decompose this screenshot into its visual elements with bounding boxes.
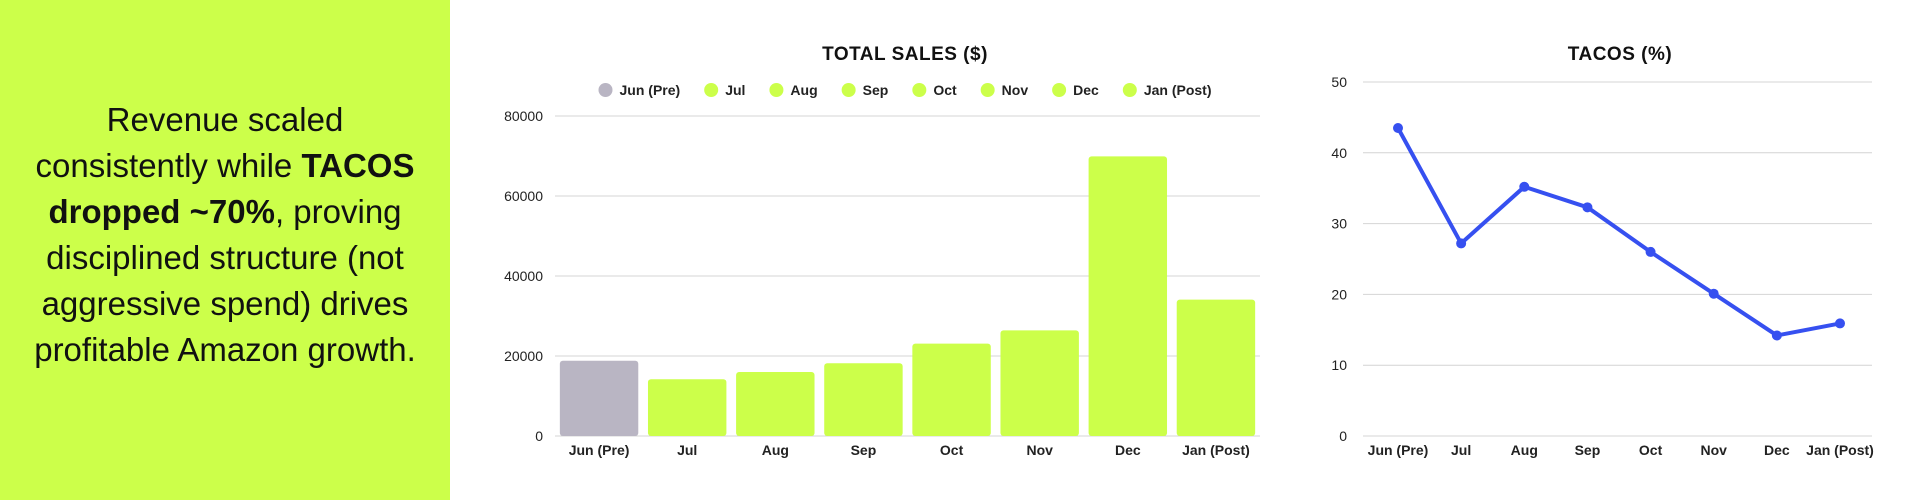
tacos-x-tick-label: Jan (Post) xyxy=(1806,442,1874,458)
sales-bar xyxy=(1000,330,1079,436)
sales-legend-label: Nov xyxy=(1002,82,1029,98)
sales-bar xyxy=(559,360,639,436)
headline-text: Revenue scaled consistently while TACOS … xyxy=(20,97,430,373)
tacos-y-axis: 0 10 20 30 40 50 xyxy=(1331,74,1347,444)
sales-legend-label: Jun (Pre) xyxy=(620,82,681,98)
sales-legend-label: Oct xyxy=(933,82,957,98)
sales-y-axis: 0 20000 40000 60000 80000 xyxy=(504,108,543,444)
sales-x-tick-label: Oct xyxy=(940,442,964,458)
sales-x-axis: Jun (Pre) Jul Aug Sep Oct Nov Dec Jan (Post) xyxy=(569,442,1250,458)
sales-legend-label: Aug xyxy=(790,82,817,98)
sales-legend-item: Sep xyxy=(841,82,889,98)
tacos-x-axis: Jun (Pre) Jul Aug Sep Oct Nov Dec Jan (Post) xyxy=(1368,442,1874,458)
sales-legend-swatch xyxy=(598,83,613,97)
tacos-x-tick-label: Dec xyxy=(1764,442,1790,458)
sales-legend-item: Jun (Pre) xyxy=(598,82,681,98)
tacos-point xyxy=(1393,123,1403,134)
headline-bold: TACOS dropped ~70% xyxy=(48,147,415,230)
sales-bar xyxy=(1088,156,1168,436)
headline-part1: Revenue scaled consistently while xyxy=(35,101,344,184)
sales-legend-swatch xyxy=(1122,83,1137,97)
sales-x-tick-label: Jul xyxy=(677,442,697,458)
sales-legend-item: Oct xyxy=(912,82,957,98)
sales-legend-label: Sep xyxy=(863,82,889,98)
sales-x-tick-label: Dec xyxy=(1115,442,1141,458)
tacos-chart: TACOS (%) 0 10 20 30 40 50 Jun (Pre) Jul Aug Sep… xyxy=(1331,44,1874,458)
sales-legend-swatch xyxy=(912,83,927,97)
sales-bar xyxy=(824,363,903,436)
tacos-line-series xyxy=(1393,123,1845,341)
sales-legend-swatch xyxy=(704,83,719,97)
summary-panel: Revenue scaled consistently while TACOS … xyxy=(0,0,450,500)
tacos-x-tick-label: Nov xyxy=(1700,442,1727,458)
sales-legend-item: Jan (Post) xyxy=(1122,82,1212,98)
tacos-x-tick-label: Jun (Pre) xyxy=(1368,442,1429,458)
sales-y-tick-label: 40000 xyxy=(504,268,543,284)
tacos-point xyxy=(1708,288,1719,299)
sales-legend-swatch xyxy=(841,83,856,97)
sales-y-tick-label: 80000 xyxy=(504,108,543,124)
sales-legend-item: Nov xyxy=(980,82,1029,98)
tacos-point xyxy=(1519,181,1530,192)
sales-bar xyxy=(647,379,727,436)
sales-x-tick-label: Sep xyxy=(851,442,877,458)
sales-y-tick-label: 0 xyxy=(535,428,543,444)
sales-x-tick-label: Jun (Pre) xyxy=(569,442,630,458)
sales-legend-label: Jul xyxy=(725,82,745,98)
total-sales-chart: TOTAL SALES ($) Jun (Pre) Jul Aug Sep Oct Nov… xyxy=(504,44,1260,458)
sales-legend-item: Dec xyxy=(1052,82,1099,98)
sales-bar xyxy=(736,372,815,436)
sales-bar xyxy=(912,343,991,436)
sales-legend-label: Dec xyxy=(1073,82,1099,98)
tacos-y-tick-label: 20 xyxy=(1331,286,1347,302)
headline-part2: , proving disciplined structure (not agg… xyxy=(34,193,416,368)
sales-x-tick-label: Jan (Post) xyxy=(1182,442,1250,458)
tacos-y-tick-label: 50 xyxy=(1331,74,1347,90)
tacos-point xyxy=(1771,330,1782,341)
sales-x-tick-label: Nov xyxy=(1026,442,1053,458)
sales-legend-swatch xyxy=(769,83,784,97)
sales-legend-swatch xyxy=(1052,83,1067,97)
tacos-y-tick-label: 40 xyxy=(1331,145,1347,161)
tacos-y-tick-label: 10 xyxy=(1331,357,1347,373)
tacos-point xyxy=(1645,246,1656,257)
sales-bars xyxy=(559,156,1256,436)
tacos-gridlines xyxy=(1363,81,1872,437)
sales-legend-swatch xyxy=(980,83,995,97)
tacos-point xyxy=(1835,318,1845,329)
sales-legend-item: Aug xyxy=(769,82,818,98)
tacos-x-tick-label: Sep xyxy=(1575,442,1601,458)
tacos-chart-title: TACOS (%) xyxy=(1568,44,1672,65)
sales-y-tick-label: 20000 xyxy=(504,348,543,364)
tacos-y-tick-label: 30 xyxy=(1331,216,1347,232)
sales-legend-label: Jan (Post) xyxy=(1144,82,1212,98)
tacos-x-tick-label: Aug xyxy=(1511,442,1538,458)
sales-legend-item: Jul xyxy=(704,82,745,98)
tacos-y-tick-label: 0 xyxy=(1339,428,1347,444)
tacos-point xyxy=(1582,202,1593,213)
sales-bar xyxy=(1176,299,1256,436)
tacos-x-tick-label: Oct xyxy=(1639,442,1663,458)
tacos-x-tick-label: Jul xyxy=(1451,442,1471,458)
sales-x-tick-label: Aug xyxy=(762,442,789,458)
sales-legend: Jun (Pre) Jul Aug Sep Oct Nov Dec Jan (Post) xyxy=(598,82,1212,98)
tacos-line xyxy=(1396,126,1842,338)
sales-y-tick-label: 60000 xyxy=(504,188,543,204)
sales-chart-title: TOTAL SALES ($) xyxy=(822,44,988,65)
tacos-point xyxy=(1456,238,1467,249)
